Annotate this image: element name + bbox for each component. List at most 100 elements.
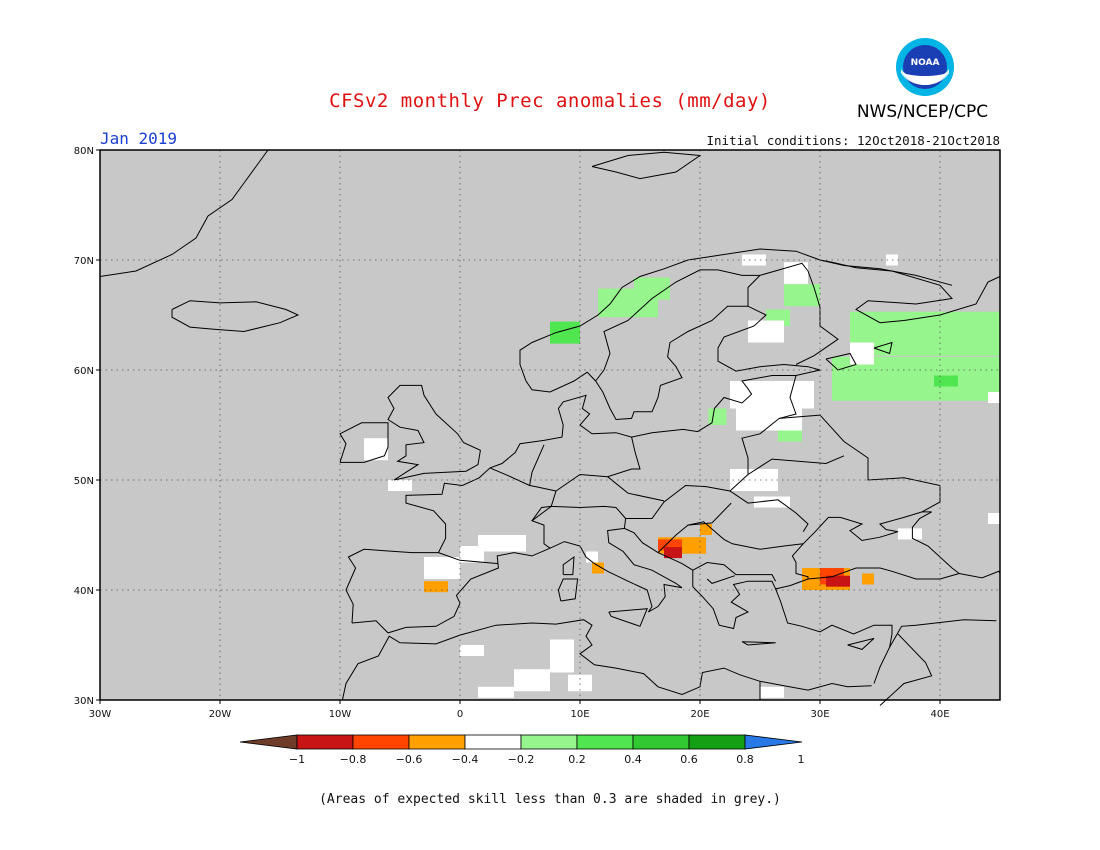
colorbar: −1 −0.8 −0.6 −0.4 −0.2 0.2 0.4 0.6 0.8 1 [239,734,805,766]
anomaly-cell-white [748,320,784,343]
anomaly-cell-white [730,381,814,409]
colorbar-label: 0.4 [624,753,642,766]
coastline-segment [657,521,804,553]
coastline-segment [562,555,575,576]
coastline-segment [687,502,732,526]
anomaly-cell-light_green [708,408,727,425]
colorbar-segment [632,734,690,750]
coastline-segment [595,305,821,421]
coastline-segment [489,467,557,549]
coastline-segment [729,375,797,492]
lat-label: 30N [74,696,94,707]
colorbar-label: −0.4 [452,753,479,766]
coastline-segment [706,575,735,584]
anomaly-cell-white [460,645,484,656]
colorbar-label: 0.6 [680,753,698,766]
coastline-segment [607,476,665,502]
coastline-segment [747,275,761,307]
colorbar-label: −1 [289,753,305,766]
lat-label: 80N [74,146,94,157]
lat-label: 50N [74,476,94,487]
coastline-segment [345,369,821,624]
coastline-segment [825,352,857,371]
coastline-segment [557,578,579,602]
colorbar-right-arrow [744,734,803,750]
anomaly-cell-white [784,262,808,285]
lon-label: 10W [329,709,352,720]
graticule [100,150,1000,700]
coastline-segment [387,384,481,481]
latitude-labels: 80N 70N 60N 50N 40N 30N [74,146,100,707]
colorbar-left-arrow [239,734,298,750]
anomaly-cell-white [742,254,766,266]
anomaly-cell-light_green [784,284,820,307]
coastlines [99,149,1001,706]
lon-label: 20E [690,709,709,720]
coastline-segment [591,151,702,180]
noaa-logo-text: NOAA [911,58,940,68]
anomaly-cell-light_green [634,277,670,300]
coastline-segment [889,619,997,648]
anomaly-cells [364,254,1006,698]
coastline-segment [623,518,627,529]
anomaly-cell-light_green [778,430,802,442]
anomaly-cell-white [550,639,574,673]
colorbar-segment [464,734,522,750]
skill-footnote: (Areas of expected skill less than 0.3 a… [319,792,781,807]
colorbar-segment [408,734,466,750]
anomaly-cell-orange [424,581,448,593]
anomaly-cell-white [388,480,412,491]
map-title: CFSv2 monthly Prec anomalies (mm/day) [329,90,771,112]
forecast-month: Jan 2019 [100,129,178,148]
anomaly-cell-orange [700,524,712,535]
lon-label: 20W [209,709,232,720]
coastline-segment [692,561,777,582]
coastline-segment [873,341,893,355]
anomaly-cell-white [760,686,784,698]
agency-label: NWS/NCEP/CPC [856,102,989,122]
anomaly-cell-white [478,686,514,698]
colorbar-label: 0.2 [568,753,586,766]
colorbar-label: 0.8 [736,753,754,766]
lat-label: 40N [74,586,94,597]
lon-label: 0 [457,709,463,720]
coastline-segment [747,455,845,475]
coastline-segment [171,300,300,333]
lon-label: 30W [89,709,112,720]
anomaly-cell-white [568,674,592,692]
longitude-labels: 30W 20W 10W 0 10E 20E 30E 40E [89,700,950,720]
coastline-segment [847,637,875,650]
colorbar-label: 1 [798,753,805,766]
colorbar-segment [352,734,410,750]
lon-label: 40E [930,709,949,720]
coastline-segment [339,422,389,463]
anomaly-cell-white [424,557,460,579]
map-frame [99,149,1001,701]
map-background [100,150,1000,700]
lat-label: 70N [74,256,94,267]
anomaly-cell-white [586,551,598,563]
coastline-segment [551,484,809,532]
anomaly-cell-green [550,321,580,344]
initial-conditions: Initial conditions: 12Oct2018-21Oct2018 [706,133,1001,148]
coastline-segment [351,511,961,634]
colorbar-segment [520,734,578,750]
anomaly-cell-white [988,513,1006,524]
anomaly-cell-orange [862,573,874,585]
lon-label: 10E [570,709,589,720]
coastline-segment [99,149,269,277]
coastline-segment [819,259,953,286]
coastline-segment [529,444,545,486]
colorbar-segment [576,734,634,750]
anomaly-cell-white [730,469,778,491]
colorbar-segment [296,734,354,750]
anomaly-cell-dark_red [664,547,682,559]
colorbar-label: −0.6 [396,753,423,766]
colorbar-segment [688,734,746,750]
coastline-segment [608,608,648,627]
anomaly-cell-white [736,408,802,431]
coastline-segment [531,505,552,521]
coastline-segment [775,588,893,684]
coastline-segment [741,641,776,646]
